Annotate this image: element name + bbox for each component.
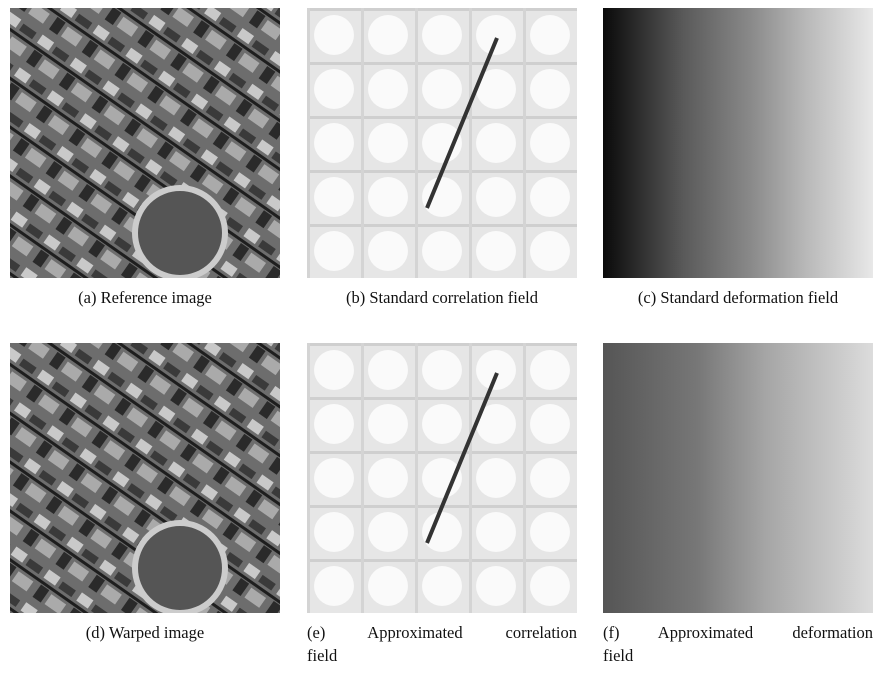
caption: (a) Reference image xyxy=(10,286,280,309)
figure: (a) Reference image (b) Standard correla… xyxy=(0,0,876,673)
caption-line: field xyxy=(307,644,577,667)
reference-image xyxy=(10,8,280,278)
caption-line: (b) Standard correlation field xyxy=(307,286,577,309)
approximated-deformation-field xyxy=(603,343,873,613)
caption-line: (a) Reference image xyxy=(10,286,280,309)
caption-line: (c) Standard deformation field xyxy=(603,286,873,309)
caption: (c) Standard deformation field xyxy=(603,286,873,309)
caption-line: field xyxy=(603,644,873,667)
correlation-field xyxy=(307,8,577,278)
approximated-correlation-field xyxy=(307,343,577,613)
warped-image xyxy=(10,343,280,613)
caption: (d) Warped image xyxy=(10,621,280,644)
caption: (b) Standard correlation field xyxy=(307,286,577,309)
caption-line: (f) Approximated deformation xyxy=(603,621,873,644)
caption-line: (d) Warped image xyxy=(10,621,280,644)
deformation-field xyxy=(603,8,873,278)
caption-line: (e) Approximated correlation xyxy=(307,621,577,644)
